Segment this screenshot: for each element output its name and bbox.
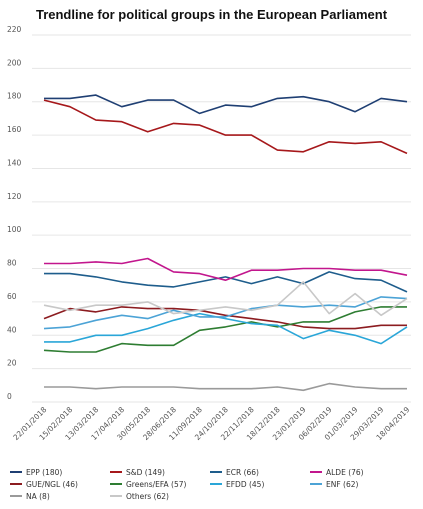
legend-item: ENF (62) bbox=[310, 480, 410, 489]
legend-swatch bbox=[210, 483, 222, 485]
series-line-others bbox=[43, 281, 408, 317]
y-tick-label: 200 bbox=[7, 58, 22, 67]
legend-swatch bbox=[210, 471, 222, 473]
series-line-alde bbox=[44, 257, 408, 282]
legend-label: GUE/NGL (46) bbox=[26, 479, 78, 489]
legend-swatch bbox=[310, 471, 322, 473]
y-tick-label: 40 bbox=[7, 325, 17, 334]
legend-swatch bbox=[310, 483, 322, 485]
series-lines bbox=[43, 94, 408, 392]
legend-swatch bbox=[10, 483, 22, 485]
legend-label: EPP (180) bbox=[26, 467, 63, 477]
legend-item: Others (62) bbox=[110, 492, 210, 501]
y-tick-label: 160 bbox=[7, 125, 22, 134]
legend: EPP (180) S&D (149) ECR (66) ALDE (76) GUE/N… bbox=[10, 466, 420, 502]
legend-swatch bbox=[110, 495, 122, 497]
series-line-s-d bbox=[43, 99, 408, 155]
legend-label: Others (62) bbox=[126, 491, 169, 501]
legend-label: NA (8) bbox=[26, 491, 50, 501]
series-line-efdd bbox=[44, 312, 408, 345]
y-tick-label: 60 bbox=[7, 292, 17, 301]
legend-item: EFDD (45) bbox=[210, 480, 310, 489]
x-axis-tick-labels: 22/01/201815/02/201813/03/201817/04/2018… bbox=[11, 405, 411, 442]
legend-item: GUE/NGL (46) bbox=[10, 480, 110, 489]
legend-label: ENF (62) bbox=[326, 479, 359, 489]
legend-swatch bbox=[10, 495, 22, 497]
series-line-greens-efa bbox=[43, 306, 407, 353]
legend-label: ALDE (76) bbox=[326, 467, 364, 477]
y-tick-label: 120 bbox=[7, 192, 22, 201]
y-tick-label: 220 bbox=[7, 25, 22, 34]
legend-row: GUE/NGL (46) Greens/EFA (57) EFDD (45) ENF … bbox=[10, 478, 420, 490]
y-tick-label: 20 bbox=[7, 359, 17, 368]
y-tick-label: 0 bbox=[7, 392, 12, 401]
legend-swatch bbox=[110, 471, 122, 473]
legend-row: NA (8) Others (62) bbox=[10, 490, 420, 502]
legend-item: NA (8) bbox=[10, 492, 110, 501]
legend-row: EPP (180) S&D (149) ECR (66) ALDE (76) bbox=[10, 466, 420, 478]
legend-label: S&D (149) bbox=[126, 467, 165, 477]
series-line-ecr bbox=[44, 271, 408, 293]
legend-swatch bbox=[110, 483, 122, 485]
y-tick-label: 140 bbox=[7, 158, 22, 167]
legend-item: S&D (149) bbox=[110, 468, 210, 477]
y-axis-tick-labels: 0 20 40 60 80 100 120 140 160 180 200 220 bbox=[7, 25, 22, 401]
legend-item: EPP (180) bbox=[10, 468, 110, 477]
legend-label: Greens/EFA (57) bbox=[126, 479, 187, 489]
series-line-na bbox=[44, 382, 407, 392]
legend-item: ECR (66) bbox=[210, 468, 310, 477]
series-line-epp bbox=[44, 94, 408, 115]
y-tick-label: 100 bbox=[7, 225, 22, 234]
legend-swatch bbox=[10, 471, 22, 473]
y-tick-label: 180 bbox=[7, 92, 22, 101]
legend-label: EFDD (45) bbox=[226, 479, 265, 489]
grid-lines bbox=[32, 34, 411, 403]
series-line-gue-ngl bbox=[43, 306, 407, 330]
legend-label: ECR (66) bbox=[226, 467, 259, 477]
legend-item: Greens/EFA (57) bbox=[110, 480, 210, 489]
y-tick-label: 80 bbox=[7, 259, 17, 268]
legend-item: ALDE (76) bbox=[310, 468, 410, 477]
chart-title: Trendline for political groups in the Eu… bbox=[35, 7, 388, 22]
series-line-enf bbox=[43, 296, 408, 330]
